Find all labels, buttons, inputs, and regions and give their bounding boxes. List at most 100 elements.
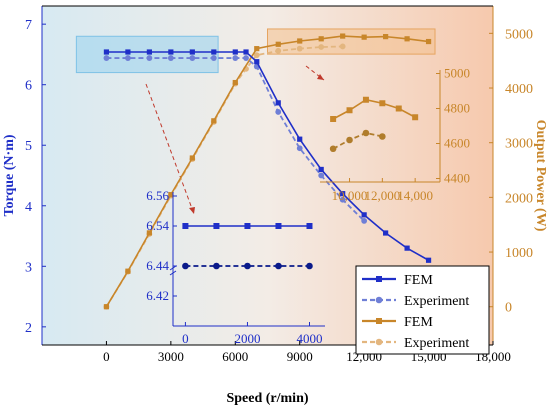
series-line-1 (106, 57, 365, 222)
right-y-tick-label: 5000 (505, 27, 533, 42)
legend-label-2: FEM (404, 315, 433, 330)
series-inset2-fem-point-3 (379, 100, 386, 107)
inset2-x-tick-label: 10,000 (332, 188, 368, 203)
series-2-point-1 (125, 268, 131, 274)
series-1-point-4 (189, 55, 196, 61)
series-1-point-0 (103, 55, 110, 61)
series-inset2-fem-point-1 (346, 107, 353, 114)
inset1-y-tick-label: 6.44 (146, 258, 169, 273)
series-1-point-6 (232, 55, 239, 61)
series-0-point-0 (103, 49, 110, 55)
series-2-point-6 (232, 79, 238, 86)
series-0-point-1 (125, 49, 131, 55)
series-inset1-fem-point-1 (213, 223, 220, 229)
legend-marker-3 (375, 338, 383, 346)
x-tick-label: 6000 (222, 349, 248, 364)
series-0-point-13 (361, 212, 367, 218)
series-inset2-exp-point-3 (379, 133, 386, 140)
series-0-point-9 (275, 100, 281, 106)
right-y-axis-label: Output Power (W) (533, 120, 548, 232)
series-0-point-16 (425, 257, 432, 263)
series-0-point-3 (168, 49, 174, 55)
series-0-point-14 (383, 230, 389, 236)
series-1-point-3 (167, 55, 174, 61)
right-y-tick-label: 1000 (505, 246, 533, 261)
torque-zoom-arrow (145, 83, 195, 215)
series-2-point-14 (404, 36, 410, 42)
series-inset2-exp-point-2 (362, 129, 370, 137)
series-2-point-15 (425, 38, 432, 45)
series-0-point-7 (243, 49, 249, 55)
left-y-axis-label: Torque (N·m) (2, 134, 17, 216)
series-2-point-3 (168, 192, 174, 198)
right-y-tick-label: 2000 (505, 191, 533, 206)
inset2-y-tick-label: 4600 (444, 136, 470, 151)
series-inset1-exp-point-1 (213, 262, 220, 270)
left-y-tick-label: 7 (25, 18, 32, 33)
series-inset2-fem-point-5 (412, 114, 419, 121)
legend-marker-1 (375, 296, 383, 304)
series-0-point-4 (189, 49, 195, 55)
series-inset1-exp-point-0 (182, 262, 189, 270)
right-y-tick-label: 3000 (505, 137, 533, 152)
legend-label-3: Experiment (404, 336, 469, 351)
power-zoom-arrow (305, 65, 325, 81)
series-1-point-2 (146, 55, 153, 61)
legend-label-1: Experiment (404, 294, 469, 309)
series-inset1-exp-point-4 (306, 262, 313, 270)
series-inset2-exp-point-0 (329, 145, 337, 153)
right-y-tick-label: 0 (505, 301, 512, 316)
series-inset1-exp-point-2 (244, 262, 251, 270)
inset1-x-tick-label: 2000 (234, 331, 260, 346)
power-zoom-arrowhead (317, 74, 324, 80)
series-inset1-fem-point-4 (306, 223, 313, 229)
series-2-point-8 (275, 41, 281, 47)
inset1-y-tick-label: 6.54 (146, 218, 169, 233)
series-inset1-exp-point-3 (275, 262, 282, 270)
x-tick-label: 0 (103, 349, 110, 364)
inset2-y-tick-label: 4400 (444, 171, 470, 186)
torque-zoom-arrowhead (189, 207, 195, 214)
series-1-point-1 (125, 55, 131, 61)
series-3-point-12 (339, 43, 346, 50)
left-y-tick-label: 5 (25, 139, 32, 154)
series-line-2 (105, 35, 429, 308)
series-2-point-13 (383, 34, 389, 40)
inset2-x-tick-label: 14,000 (397, 188, 433, 203)
series-1-point-10 (296, 145, 303, 152)
inset1-x-tick-label: 0 (182, 331, 189, 346)
series-2-point-10 (318, 36, 324, 42)
series-2-point-4 (189, 155, 195, 161)
series-0-point-2 (146, 49, 152, 55)
series-0-point-10 (297, 136, 303, 142)
inset1-axis-break (169, 265, 177, 271)
series-2-point-9 (297, 38, 303, 44)
left-y-tick-label: 3 (25, 260, 32, 275)
x-tick-label: 9000 (287, 349, 313, 364)
inset2-x-tick-label: 12,000 (364, 188, 400, 203)
series-1-point-12 (339, 196, 346, 203)
series-3-point-9 (275, 47, 282, 54)
right-y-tick-label: 4000 (505, 82, 533, 97)
legend-marker-2 (376, 318, 382, 324)
series-inset2-fem-point-4 (395, 105, 402, 112)
series-1-point-5 (210, 55, 217, 61)
series-0-point-15 (404, 245, 410, 251)
x-axis-label: Speed (r/min) (226, 391, 308, 406)
series-2-point-7 (254, 46, 260, 52)
inset1-y-tick-label: 6.42 (146, 288, 169, 303)
series-1-point-11 (318, 172, 325, 179)
inset2-y-tick-label: 4800 (444, 101, 470, 116)
series-inset2-fem-point-2 (362, 96, 369, 103)
left-y-tick-label: 2 (25, 321, 32, 336)
series-2-point-0 (103, 304, 110, 310)
series-0-point-11 (318, 166, 324, 173)
series-1-point-7 (243, 55, 249, 61)
series-inset1-fem-point-2 (244, 223, 251, 229)
series-2-point-2 (146, 230, 152, 236)
inset1-x-tick-label: 4000 (296, 331, 322, 346)
series-3-point-10 (296, 45, 303, 52)
series-inset1-fem-point-0 (182, 223, 189, 229)
inset1-y-tick-label: 6.56 (146, 188, 169, 203)
